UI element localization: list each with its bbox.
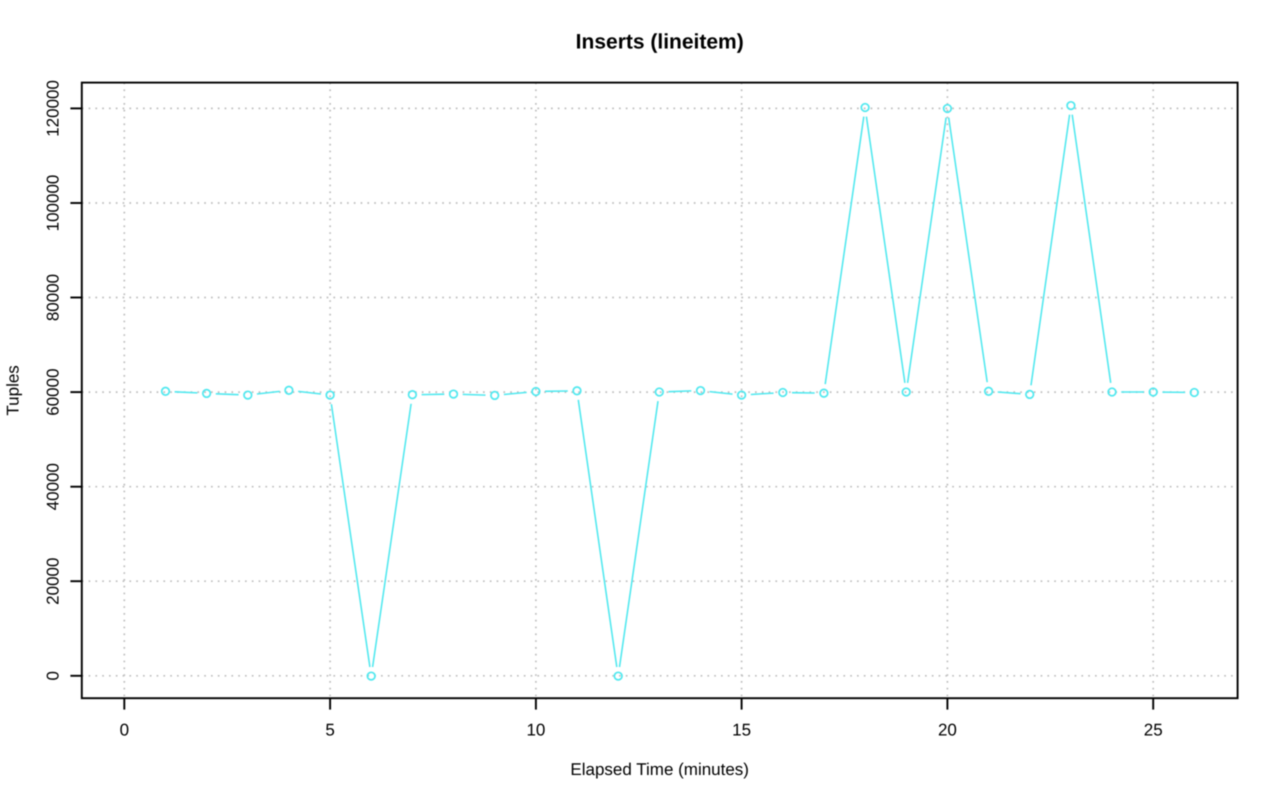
- svg-text:40000: 40000: [43, 463, 62, 510]
- svg-text:0: 0: [43, 671, 62, 680]
- svg-text:Elapsed Time (minutes): Elapsed Time (minutes): [570, 760, 749, 779]
- svg-text:20000: 20000: [43, 558, 62, 605]
- svg-text:Inserts (lineitem): Inserts (lineitem): [576, 30, 744, 53]
- svg-text:80000: 80000: [43, 274, 62, 321]
- svg-text:25: 25: [1144, 721, 1163, 740]
- svg-text:60000: 60000: [43, 368, 62, 415]
- svg-text:10: 10: [526, 721, 545, 740]
- svg-text:0: 0: [120, 721, 129, 740]
- svg-text:5: 5: [325, 721, 334, 740]
- svg-text:120000: 120000: [43, 80, 62, 137]
- svg-text:15: 15: [732, 721, 751, 740]
- svg-text:100000: 100000: [43, 175, 62, 232]
- svg-text:Tuples: Tuples: [3, 365, 22, 415]
- svg-text:20: 20: [938, 721, 957, 740]
